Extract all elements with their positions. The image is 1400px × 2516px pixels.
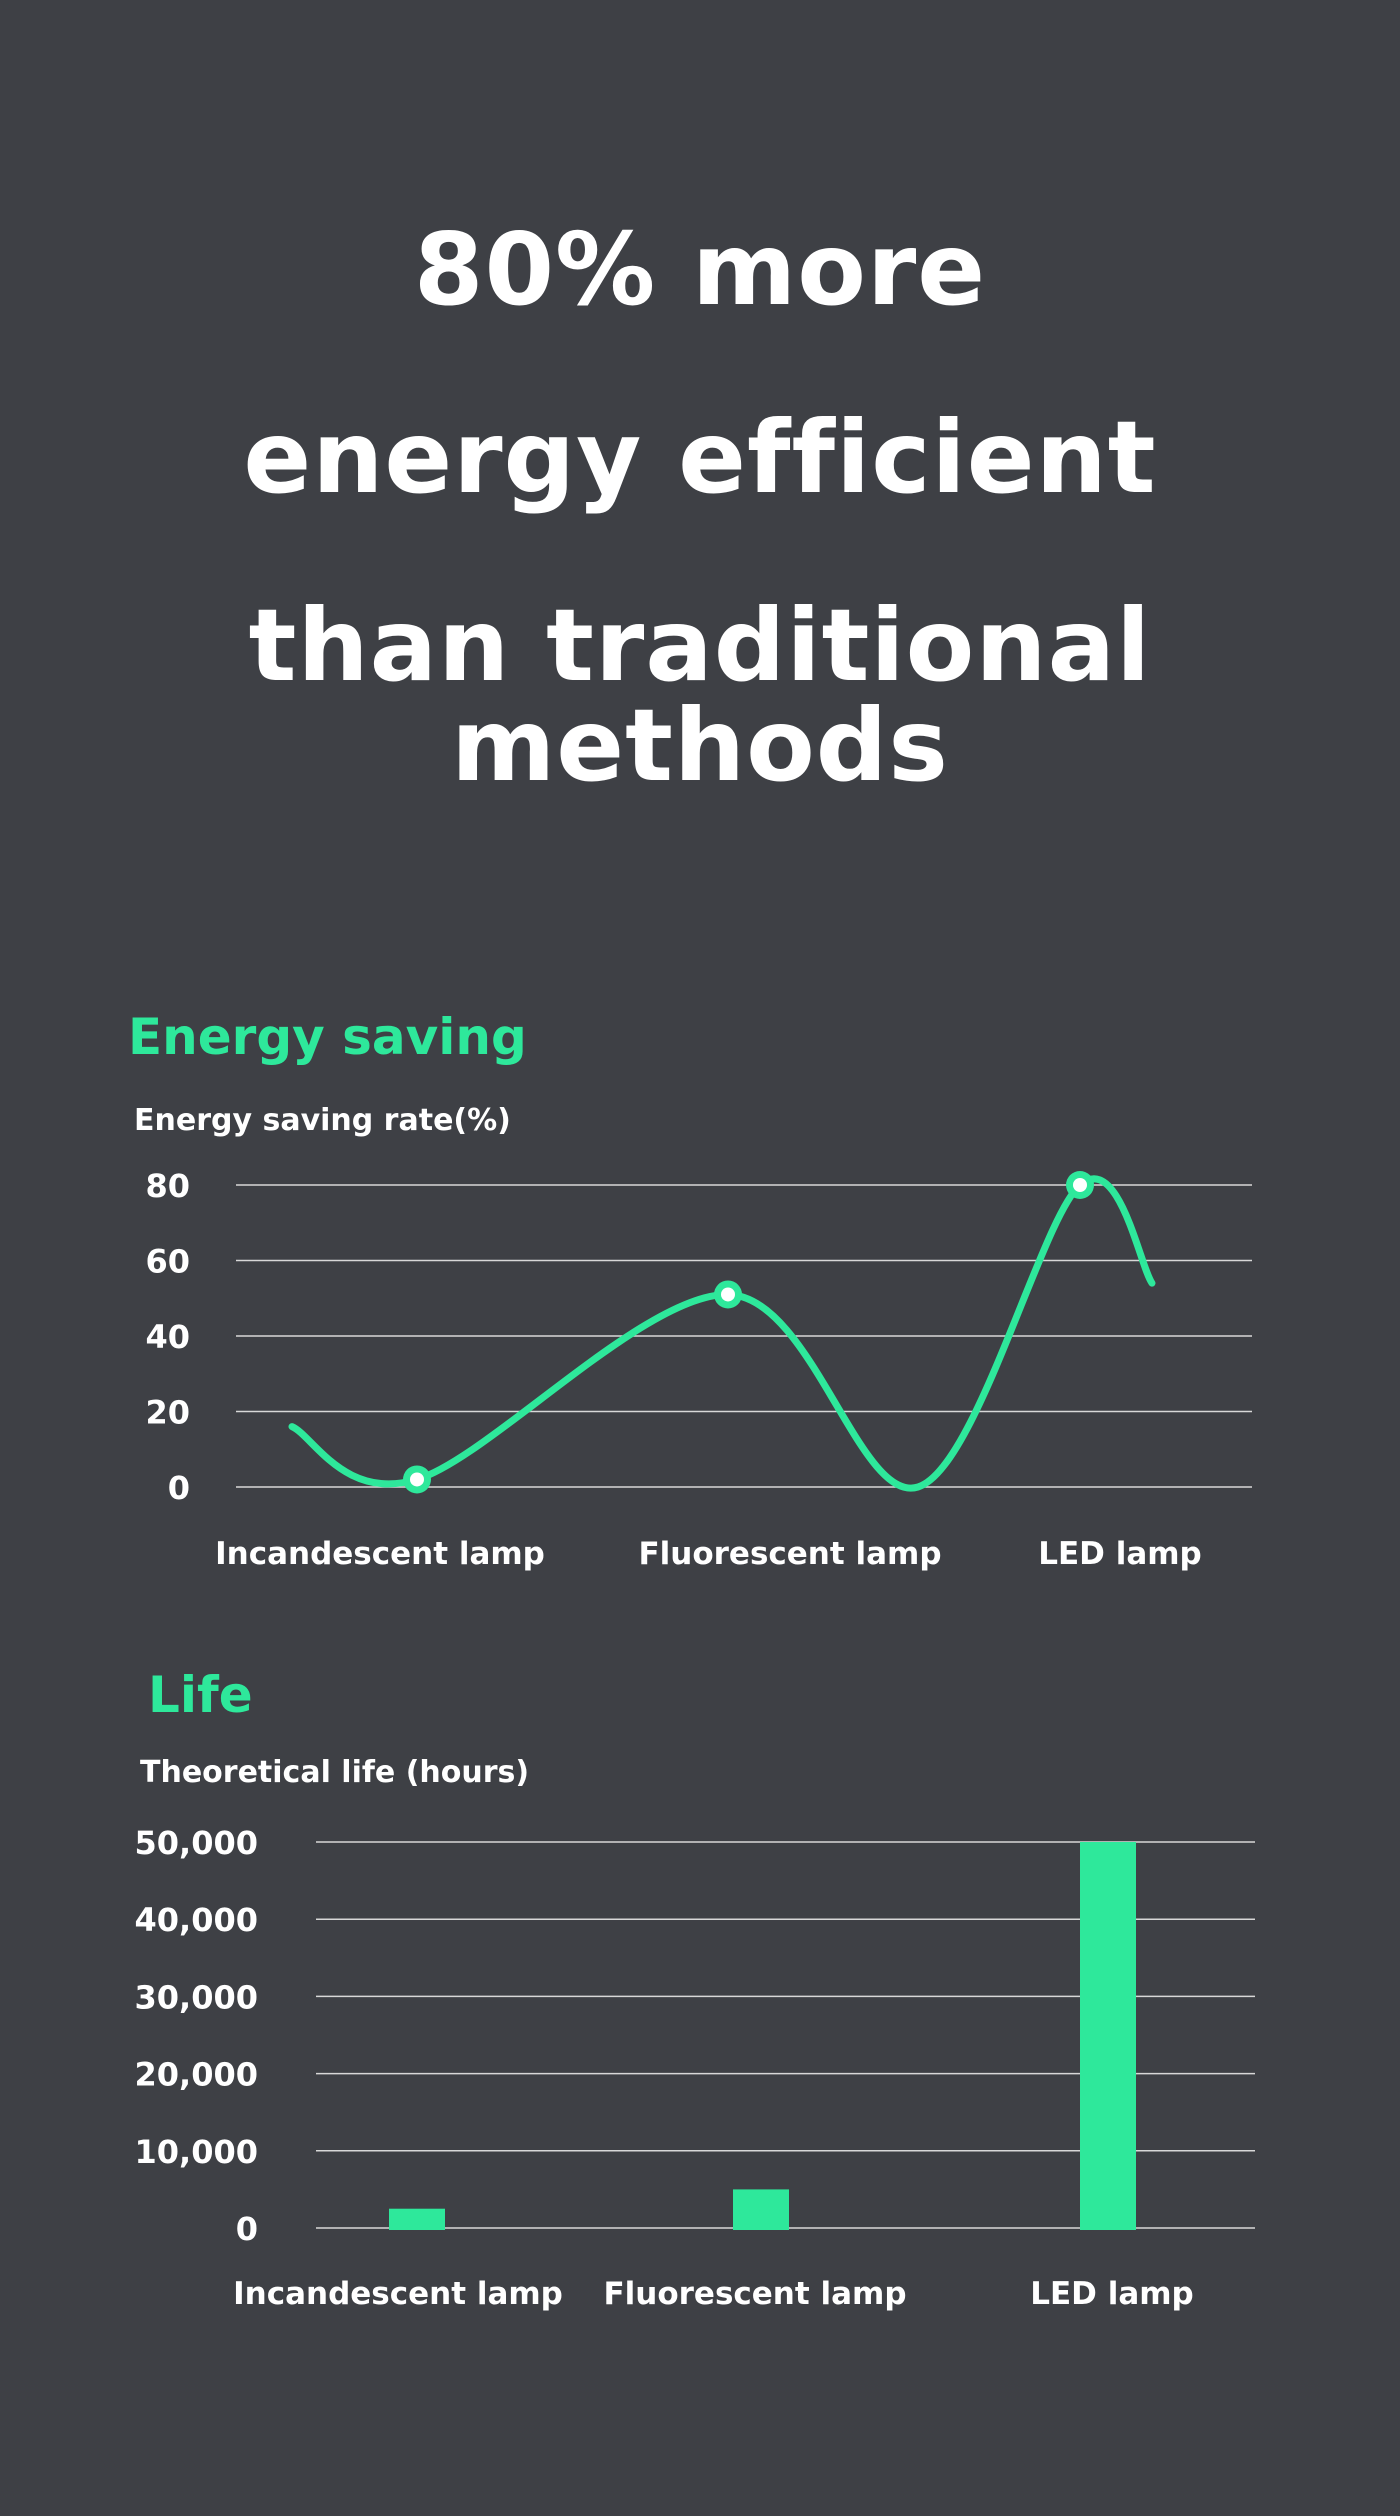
energy-data-point-center xyxy=(1073,1178,1087,1192)
life-y-tick-label: 10,000 xyxy=(135,2133,258,2171)
energy-y-tick-label: 40 xyxy=(145,1318,190,1356)
life-y-tick-label: 20,000 xyxy=(135,2056,258,2094)
energy-data-point-center xyxy=(410,1472,424,1487)
energy-y-tick-label: 20 xyxy=(145,1394,190,1432)
life-y-tick-label: 0 xyxy=(236,2210,258,2248)
life-bar xyxy=(733,2189,789,2230)
energy-data-point-center xyxy=(721,1287,735,1302)
life-y-tick-label: 40,000 xyxy=(135,1901,258,1939)
headline-line-2: energy efficient xyxy=(243,399,1157,516)
energy-category-label: Incandescent lamp xyxy=(215,1536,545,1572)
life-y-tick-label: 50,000 xyxy=(135,1824,258,1862)
life-axis-title: Theoretical life (hours) xyxy=(140,1755,530,1790)
life-category-label: LED lamp xyxy=(1030,2276,1194,2312)
energy-saving-chart: 0 20 40 60 80 Incandescent lamp Fluorescent la… xyxy=(145,1167,1252,1572)
energy-y-tick-label: 60 xyxy=(145,1243,190,1281)
headline-line-1: 80% more xyxy=(413,211,987,328)
energy-series-line xyxy=(288,1175,1156,1492)
life-bar xyxy=(389,2208,445,2230)
energy-saving-axis-title: Energy saving rate(%) xyxy=(134,1103,511,1138)
life-chart: 0 10,000 20,000 30,000 40,000 50,000 Incandesc… xyxy=(135,1824,1255,2312)
life-category-label: Incandescent lamp xyxy=(233,2276,563,2312)
life-category-label: Fluorescent lamp xyxy=(603,2276,906,2312)
energy-category-label: LED lamp xyxy=(1038,1536,1202,1572)
life-y-tick-label: 30,000 xyxy=(135,1978,258,2016)
energy-y-tick-label: 0 xyxy=(168,1469,190,1507)
life-bar xyxy=(1080,1842,1136,2230)
headline-line-3: than traditional methods xyxy=(248,587,1152,804)
life-title: Life xyxy=(148,1666,253,1724)
energy-category-label: Fluorescent lamp xyxy=(638,1536,941,1572)
energy-y-tick-label: 80 xyxy=(145,1167,190,1205)
energy-saving-title: Energy saving xyxy=(128,1008,527,1066)
